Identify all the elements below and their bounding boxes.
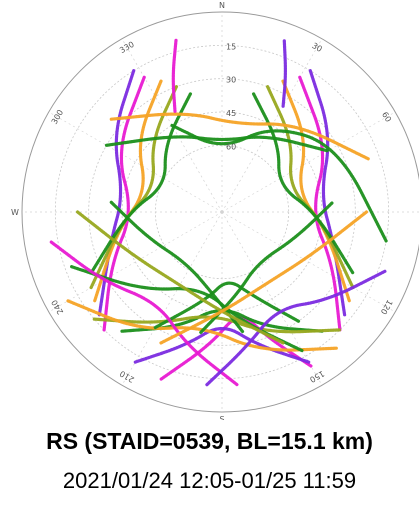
- satellite-track-11: [104, 135, 330, 153]
- satellite-track-27: [281, 39, 287, 108]
- chart-title: RS (STAID=0539, BL=15.1 km): [46, 428, 373, 454]
- satellite-tracks: [49, 38, 388, 387]
- satellite-track-20: [49, 240, 239, 387]
- satellite-track-26: [171, 38, 178, 113]
- satellite-track-9: [252, 92, 355, 275]
- polar-grid: [21, 11, 419, 413]
- satellite-track-24: [76, 210, 285, 345]
- satellite-track-22: [109, 200, 245, 334]
- cardinal-label-0: N: [219, 1, 225, 10]
- satellite-track-23: [199, 200, 335, 334]
- chart-subtitle: 2021/01/24 12:05-01/25 11:59: [62, 468, 357, 493]
- satellite-track-12: [109, 112, 370, 161]
- elevation-label-30: 30: [226, 76, 236, 85]
- elevation-ring-30: [88, 78, 356, 346]
- azimuth-spoke-120: [221, 211, 396, 313]
- cardinal-label-180: S: [219, 415, 224, 420]
- satellite-track-21: [205, 269, 387, 387]
- azimuth-spoke-240: [48, 211, 223, 313]
- elevation-label-45: 45: [226, 109, 236, 118]
- axis-labels: 15304560NESW3060120150210240300330: [11, 1, 394, 420]
- azimuth-label-60: 60: [380, 110, 393, 123]
- azimuth-label-150: 150: [308, 369, 326, 384]
- horizon-circle: [21, 11, 419, 413]
- azimuth-spoke-150: [221, 211, 323, 386]
- azimuth-label-210: 210: [118, 369, 136, 384]
- azimuth-spoke-300: [48, 111, 223, 213]
- elevation-label-60: 60: [226, 142, 236, 151]
- azimuth-spoke-60: [221, 111, 396, 213]
- azimuth-label-120: 120: [379, 298, 394, 316]
- satellite-track-25: [159, 210, 368, 345]
- satellite-track-17: [66, 299, 338, 352]
- skyplot-chart: 15304560NESW3060120150210240300330: [11, 1, 419, 420]
- azimuth-label-330: 330: [118, 40, 136, 55]
- azimuth-label-240: 240: [50, 298, 65, 316]
- satellite-track-14: [133, 327, 311, 364]
- satellite-track-8: [266, 85, 355, 290]
- elevation-label-15: 15: [226, 42, 236, 51]
- azimuth-label-300: 300: [50, 108, 65, 126]
- satellite-track-0: [102, 75, 146, 332]
- azimuth-spoke-210: [121, 211, 223, 386]
- satellite-track-5: [298, 75, 342, 332]
- azimuth-label-30: 30: [310, 41, 323, 54]
- cardinal-label-270: W: [11, 208, 19, 217]
- satellite-track-4: [89, 92, 192, 275]
